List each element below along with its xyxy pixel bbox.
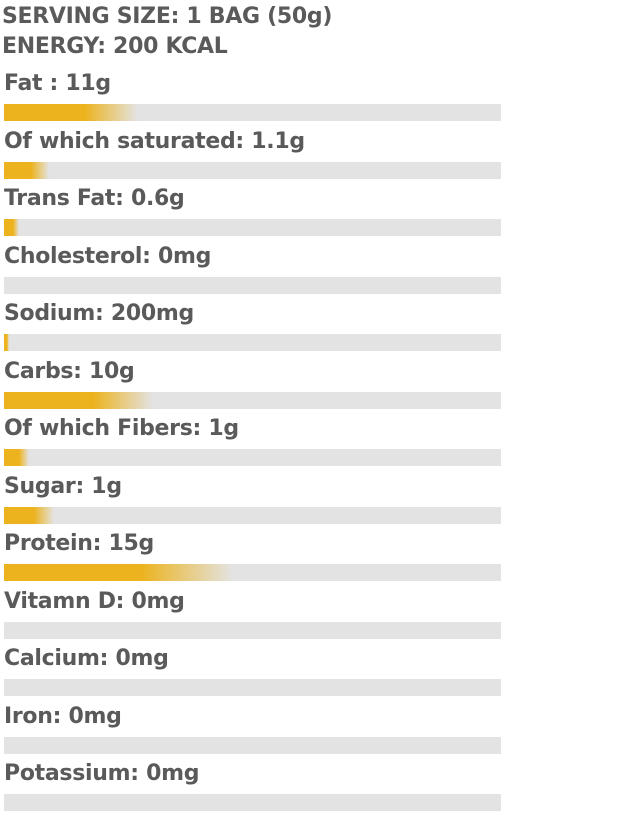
nutrient-bar-track xyxy=(4,794,501,811)
nutrient-row: Trans Fat: 0.6g xyxy=(4,183,501,241)
nutrient-row: Fat : 11g xyxy=(4,68,501,126)
nutrient-label: Of which saturated: 1.1g xyxy=(4,128,305,154)
nutrient-bar-track xyxy=(4,219,501,236)
nutrient-bar-fill xyxy=(4,449,29,466)
energy-text: ENERGY: 200 KCAL xyxy=(2,34,228,59)
nutrient-bar-track xyxy=(4,391,501,409)
nutrient-label: Cholesterol: 0mg xyxy=(4,243,212,269)
nutrient-row: Protein: 15g xyxy=(4,528,501,586)
nutrient-row: Sodium: 200mg xyxy=(4,298,501,356)
nutrient-bar-fill xyxy=(4,564,233,581)
nutrient-row: Carbs: 10g xyxy=(4,356,501,414)
nutrient-row: Cholesterol: 0mg xyxy=(4,241,501,299)
nutrient-bar-fill xyxy=(4,161,49,179)
nutrient-bar-fill xyxy=(4,334,9,351)
nutrient-row: Sugar: 1g xyxy=(4,471,501,529)
nutrient-list: Fat : 11g Of which saturated: 1.1g Trans F… xyxy=(4,68,501,816)
nutrient-label: Calcium: 0mg xyxy=(4,646,169,671)
nutrient-bar-track xyxy=(4,679,501,696)
nutrient-label: Iron: 0mg xyxy=(4,703,122,729)
nutrient-label: Sugar: 1g xyxy=(4,473,122,499)
nutrient-bar-track xyxy=(4,449,501,466)
nutrient-label: Fat : 11g xyxy=(4,71,111,96)
nutrient-label: Carbs: 10g xyxy=(4,358,135,384)
nutrient-bar-track xyxy=(4,276,501,294)
nutrient-bar-track xyxy=(4,161,501,179)
nutrient-bar-fill xyxy=(4,506,54,524)
nutrient-bar-track xyxy=(4,564,501,581)
nutrient-label: Trans Fat: 0.6g xyxy=(4,186,185,211)
nutrient-label: Potassium: 0mg xyxy=(4,761,200,786)
nutrient-bar-fill xyxy=(4,104,139,121)
nutrient-row: Calcium: 0mg xyxy=(4,643,501,701)
nutrient-label: Sodium: 200mg xyxy=(4,301,194,326)
serving-size-text: SERVING SIZE: 1 BAG (50g) xyxy=(2,4,333,29)
nutrient-row: Of which Fibers: 1g xyxy=(4,413,501,471)
nutrient-bar-fill xyxy=(4,219,19,236)
nutrient-label: Vitamn D: 0mg xyxy=(4,588,185,614)
nutrient-label: Of which Fibers: 1g xyxy=(4,416,239,441)
nutrient-row: Iron: 0mg xyxy=(4,701,501,759)
nutrition-header: SERVING SIZE: 1 BAG (50g) ENERGY: 200 KC… xyxy=(2,2,332,62)
nutrient-row: Of which saturated: 1.1g xyxy=(4,126,501,184)
nutrient-bar-track xyxy=(4,506,501,524)
nutrient-bar-track xyxy=(4,104,501,121)
nutrient-row: Vitamn D: 0mg xyxy=(4,586,501,644)
nutrient-label: Protein: 15g xyxy=(4,531,154,556)
nutrient-row: Potassium: 0mg xyxy=(4,758,501,816)
nutrient-bar-track xyxy=(4,621,501,639)
nutrient-bar-track xyxy=(4,334,501,351)
nutrient-bar-fill xyxy=(4,391,154,409)
nutrient-bar-track xyxy=(4,736,501,754)
